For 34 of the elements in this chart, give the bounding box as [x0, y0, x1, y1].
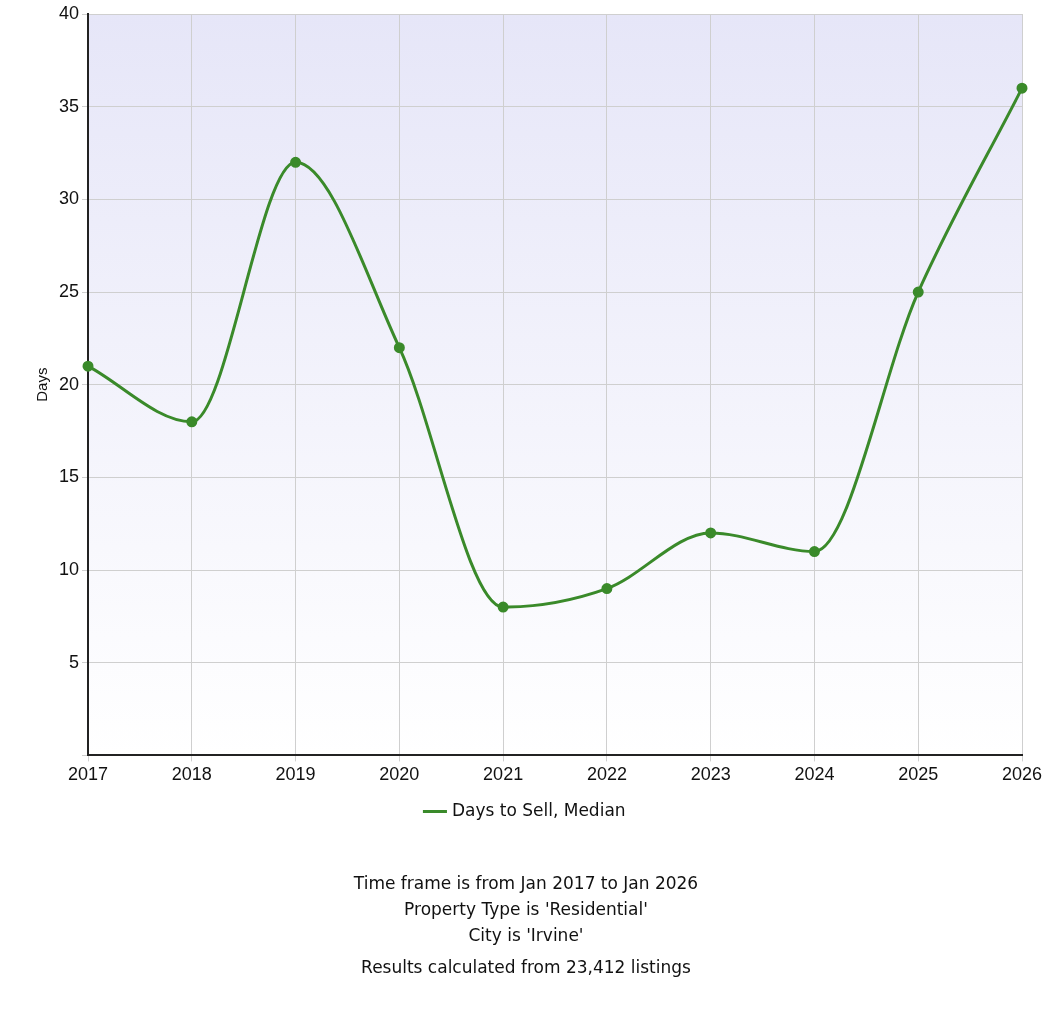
- text: City is 'Irvine': [467, 924, 585, 947]
- x-tick-label: 2023: [690, 764, 731, 785]
- x-tick-label: 2021: [483, 764, 524, 785]
- point: [393, 342, 405, 354]
- x-tick-label: 2025: [898, 764, 939, 785]
- point: [290, 156, 302, 168]
- y-tick-label: 5: [69, 651, 80, 672]
- point: [601, 583, 613, 595]
- x-tick-label: 2019: [275, 764, 316, 785]
- y-tick-label: 10: [58, 559, 80, 580]
- point: [497, 601, 509, 613]
- x-tick-label: 2026: [1001, 764, 1043, 785]
- x-tick-label: 2020: [379, 764, 420, 785]
- x-tick-label: 2022: [586, 764, 627, 785]
- point: [912, 286, 924, 298]
- legend-label: Days to Sell, Median: [451, 799, 626, 820]
- y-tick-label: 30: [58, 188, 80, 209]
- y-tick-label: 40: [58, 2, 80, 23]
- x-tick-label: 2024: [794, 764, 835, 785]
- x-tick-label: 2017: [68, 764, 109, 785]
- y-axis-title: Days: [33, 367, 51, 402]
- text: Time frame is from Jan 2017 to Jan 2026: [352, 872, 700, 895]
- point: [186, 416, 198, 428]
- y-tick-label: 20: [58, 373, 80, 394]
- y-tick-label: 35: [58, 95, 80, 116]
- y-tick-label: 15: [58, 466, 80, 487]
- x-tick-label: 2018: [171, 764, 212, 785]
- point: [808, 546, 820, 558]
- text: Results calculated from 23,412 listings: [360, 956, 692, 979]
- point: [1016, 82, 1028, 94]
- y-tick-label: 25: [58, 280, 80, 301]
- text: Property Type is 'Residential': [403, 898, 649, 921]
- point: [82, 360, 94, 372]
- point: [705, 527, 717, 539]
